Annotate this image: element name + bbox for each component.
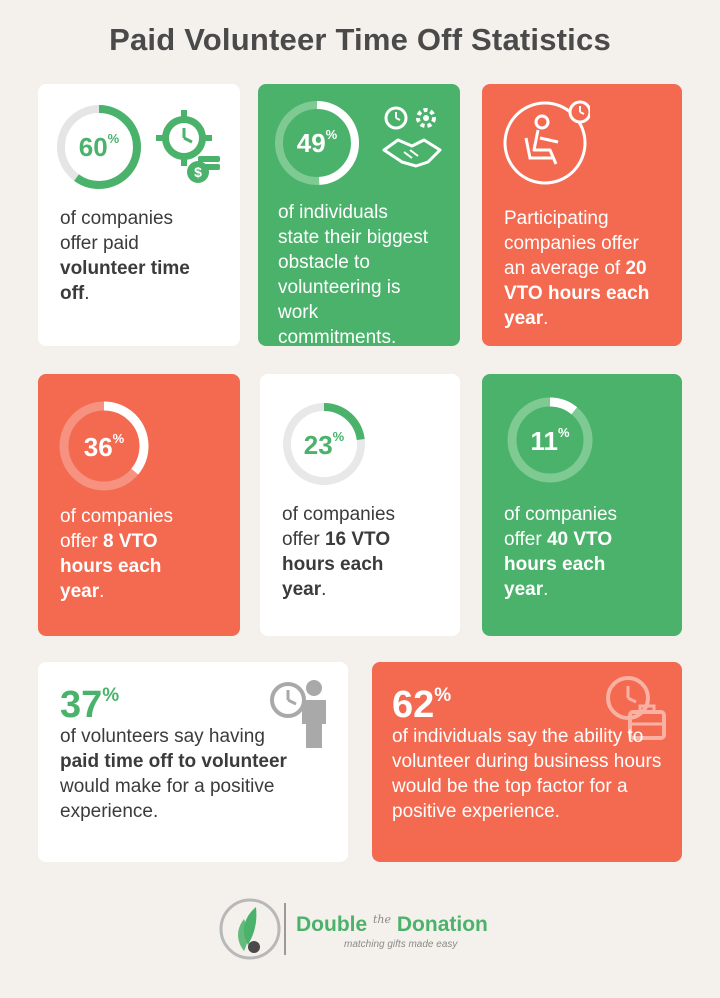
brand-name: Double the Donation bbox=[296, 913, 488, 936]
percent-62: 62% bbox=[392, 684, 452, 726]
stat-text-37: of volunteers say having paid time off t… bbox=[60, 726, 287, 822]
stat-text-62: of individuals say the ability to volunt… bbox=[392, 726, 662, 822]
briefcase-clock-icon bbox=[606, 676, 666, 740]
brand-logo: Double the Donation matching gifts made … bbox=[218, 895, 518, 965]
logo-divider bbox=[284, 903, 286, 955]
percent-23: 23% bbox=[303, 429, 345, 460]
progress-ring-11 bbox=[507, 397, 593, 483]
progress-ring-36 bbox=[59, 401, 149, 491]
stat-card-36: 36% of companies offer 8 VTO hours each … bbox=[38, 374, 240, 636]
progress-ring-23 bbox=[283, 403, 365, 485]
stat-text-11: of companies offer 40 VTO hours each yea… bbox=[504, 504, 618, 600]
double-the-donation-logo-icon bbox=[219, 898, 281, 960]
page-title: Paid Volunteer Time Off Statistics bbox=[109, 22, 611, 57]
person-at-desk-clock-icon bbox=[503, 100, 590, 185]
stat-text-20-hours: Participating companies offer an average… bbox=[504, 208, 650, 329]
stat-text-49: of individuals state their biggest obsta… bbox=[278, 202, 428, 348]
stat-card-49: 49% of individuals state their biggest o… bbox=[258, 84, 460, 348]
stat-card-23: 23% of companies offer 16 VTO hours each… bbox=[260, 374, 460, 636]
clock-gear-money-icon: $ bbox=[156, 110, 220, 183]
stat-card-11: 11% of companies offer 40 VTO hours each… bbox=[482, 374, 682, 636]
percent-37: 37% bbox=[60, 684, 120, 726]
stat-card-62: 62% of individuals say the ability to vo… bbox=[372, 662, 682, 862]
progress-ring-60 bbox=[57, 105, 141, 189]
stat-card-60: 60% $ of companies offer paid volunteer … bbox=[38, 84, 240, 346]
stat-text-36: of companies offer 8 VTO hours each year… bbox=[60, 506, 174, 602]
handshake-clock-gear-icon bbox=[382, 106, 442, 168]
percent-11: 11% bbox=[530, 425, 570, 456]
percent-36: 36% bbox=[83, 431, 125, 462]
person-clock-icon bbox=[270, 680, 326, 748]
stat-text-23: of companies offer 16 VTO hours each yea… bbox=[282, 504, 396, 600]
svg-text:$: $ bbox=[194, 164, 202, 180]
stat-card-37: 37% of volunteers say having paid time o… bbox=[38, 662, 348, 862]
progress-ring-49 bbox=[275, 101, 359, 185]
percent-49: 49% bbox=[296, 127, 338, 158]
percent-60: 60% bbox=[78, 131, 120, 162]
brand-tagline: matching gifts made easy bbox=[344, 939, 458, 950]
stat-text-60: of companies offer paid volunteer time o… bbox=[60, 208, 190, 304]
stat-card-20-hours: Participating companies offer an average… bbox=[482, 84, 682, 346]
